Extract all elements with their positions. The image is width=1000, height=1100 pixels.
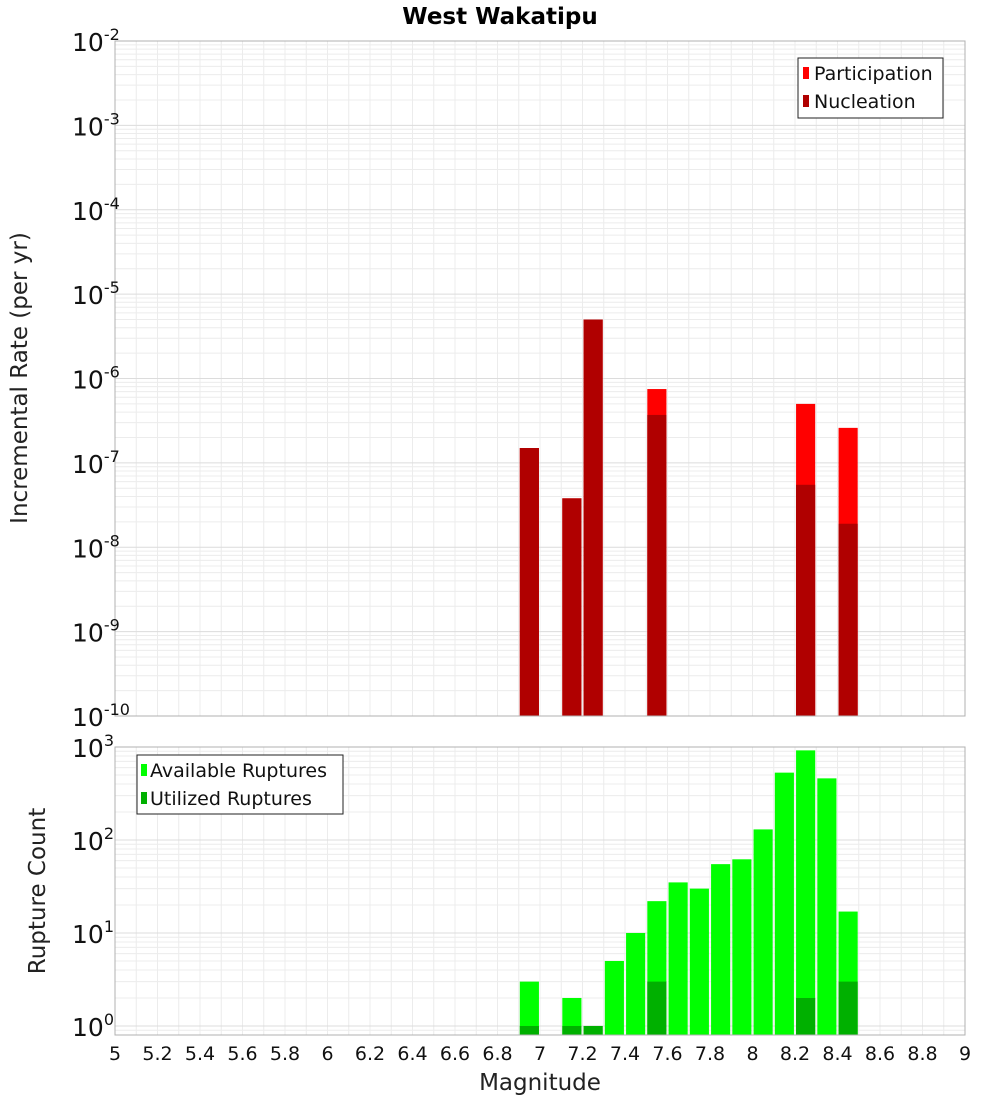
count-bar-0 (732, 859, 752, 1035)
count-y-tick-label: 102 (72, 824, 114, 856)
rate-y-tick-label: 10-3 (72, 109, 120, 141)
rate-bar-1 (796, 484, 816, 716)
legend-swatch-participation (803, 67, 809, 79)
count-bar-1 (647, 981, 667, 1035)
x-tick-label: 6.4 (397, 1043, 427, 1065)
rate-bar-1 (838, 523, 858, 716)
x-tick-label: 6 (321, 1043, 333, 1065)
x-tick-label: 8.6 (865, 1043, 895, 1065)
count-bar-0 (626, 932, 646, 1035)
x-tick-label: 9 (959, 1043, 971, 1065)
count-bar-0 (753, 829, 773, 1035)
x-tick-label: 7.2 (567, 1043, 597, 1065)
count-bar-0 (562, 997, 582, 1035)
legend-swatch-available (141, 764, 147, 776)
rate-bar-1 (519, 448, 539, 716)
count-bar-0 (711, 864, 731, 1035)
count-bar-0 (689, 888, 709, 1035)
legend-label-available: Available Ruptures (150, 760, 327, 782)
legend-label-nucleation: Nucleation (814, 91, 916, 113)
rate-y-tick-label: 10-7 (72, 447, 120, 479)
count-bar-0 (774, 772, 794, 1035)
x-tick-label: 6.8 (482, 1043, 512, 1065)
x-tick-label: 5.8 (270, 1043, 300, 1065)
rate-y-tick-label: 10-6 (72, 363, 120, 395)
x-tick-label: 7.6 (652, 1043, 682, 1065)
rate-y-tick-label: 10-2 (72, 25, 120, 57)
count-bar-0 (796, 750, 816, 1035)
rate-y-tick-label: 10-5 (72, 278, 120, 310)
rate-y-tick-label: 10-10 (72, 700, 130, 732)
legend-swatch-utilized (141, 792, 147, 804)
count-y-axis-label: Rupture Count (25, 808, 51, 974)
rate-y-tick-label: 10-8 (72, 531, 120, 563)
x-axis-label: Magnitude (479, 1070, 601, 1096)
rate-y-tick-label: 10-4 (72, 194, 120, 226)
x-tick-label: 5.2 (142, 1043, 172, 1065)
x-tick-label: 8.4 (822, 1043, 852, 1065)
count-panel: 103 102 101 100 5 5.2 5.4 5.6 5.8 6 6.2 6.4 6.6 6.8 7… (25, 731, 971, 1096)
count-bar-1 (519, 1025, 539, 1035)
rate-y-axis-label: Incremental Rate (per yr) (7, 232, 33, 524)
count-bar-1 (838, 981, 858, 1035)
x-tick-label: 5.6 (227, 1043, 257, 1065)
count-y-tick-label: 103 (72, 731, 114, 763)
rate-bar-1 (562, 498, 582, 716)
rate-legend: Participation Nucleation (797, 57, 944, 119)
count-bar-0 (817, 778, 837, 1035)
x-tick-label: 7 (534, 1043, 546, 1065)
x-tick-label: 6.2 (355, 1043, 385, 1065)
count-bar-1 (583, 1025, 603, 1035)
x-tick-label: 6.6 (440, 1043, 470, 1065)
count-bar-1 (796, 997, 816, 1035)
count-bar-0 (604, 960, 624, 1035)
legend-swatch-nucleation (803, 95, 809, 107)
x-tick-label: 5 (109, 1043, 121, 1065)
chart-title: West Wakatipu (402, 4, 597, 30)
x-tick-label: 7.4 (610, 1043, 640, 1065)
x-tick-label: 8.2 (780, 1043, 810, 1065)
count-y-tick-label: 100 (72, 1010, 114, 1042)
x-tick-label: 5.4 (185, 1043, 215, 1065)
count-legend: Available Ruptures Utilized Ruptures (136, 754, 344, 815)
rate-panel: 10-2 10-3 10-4 10-5 10-6 10-7 10-8 10-9 10-10 In… (7, 25, 966, 732)
count-y-tick-label: 101 (72, 917, 114, 949)
count-bar-1 (562, 1025, 582, 1035)
x-tick-label: 8 (746, 1043, 758, 1065)
x-tick-label: 7.8 (695, 1043, 725, 1065)
count-bar-0 (668, 882, 688, 1035)
legend-label-participation: Participation (814, 63, 933, 85)
count-bar-0 (519, 981, 539, 1035)
rate-y-tick-label: 10-9 (72, 616, 120, 648)
x-tick-label: 8.8 (907, 1043, 937, 1065)
rate-bar-1 (583, 319, 603, 716)
legend-label-utilized: Utilized Ruptures (150, 788, 312, 810)
rate-bar-1 (647, 414, 667, 716)
